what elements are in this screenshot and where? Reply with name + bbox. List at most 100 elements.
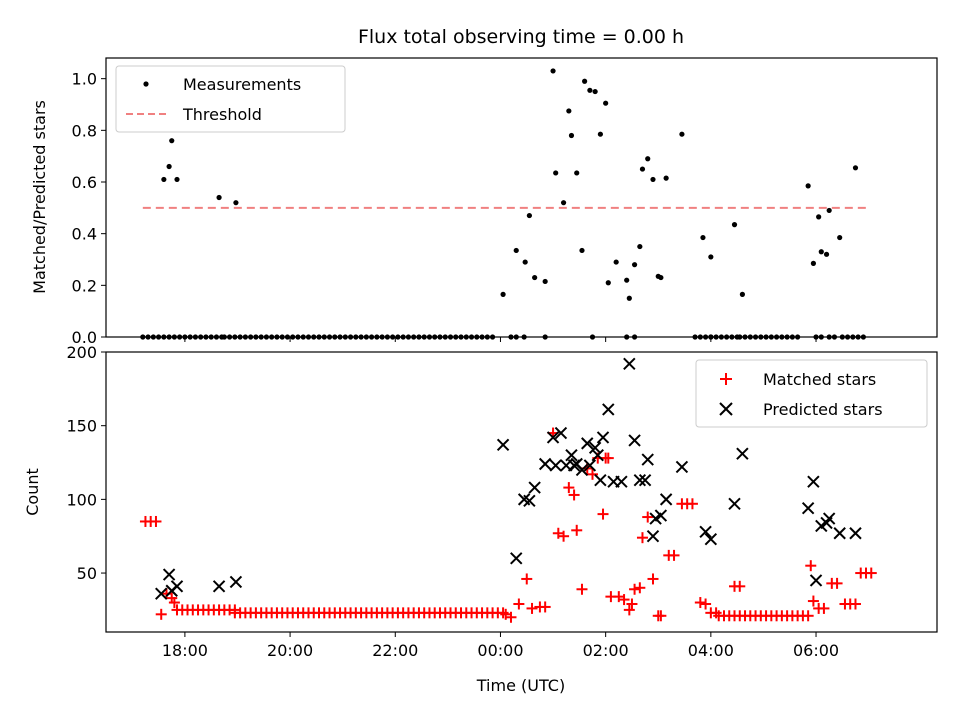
predicted-star-point (581, 437, 594, 450)
matched-star-point (849, 598, 861, 610)
matched-star-point (150, 515, 162, 527)
matched-star-point (805, 560, 817, 572)
predicted-star-point (849, 527, 862, 540)
measurement-point (805, 183, 811, 189)
measurement-point (174, 176, 180, 183)
measurement-point (166, 163, 172, 170)
matched-star-point (526, 602, 538, 614)
matched-star-point (629, 583, 641, 595)
predicted-star-point (212, 580, 226, 593)
ratio-axes-frame (105, 57, 938, 338)
predicted-star-point (602, 403, 615, 416)
predicted-star-point (596, 431, 610, 444)
count-y-tick-label: 200 (66, 343, 97, 362)
predicted-star-point (809, 574, 823, 587)
predicted-star-point (807, 475, 820, 488)
legend-threshold-label: Threshold (182, 105, 262, 124)
ratio-panel: Flux total observing time = 0.00 h 0.00.… (30, 26, 938, 347)
predicted-star-point (615, 475, 628, 488)
matched-star-point (734, 580, 746, 592)
count-legend: Matched stars Predicted stars (695, 359, 928, 428)
measurement-point (587, 87, 593, 93)
legend-predicted-label: Predicted stars (763, 400, 883, 419)
predicted-star-point (155, 587, 168, 600)
matched-star-point (668, 549, 680, 561)
matched-star-point (710, 607, 722, 619)
predicted-star-point (628, 434, 641, 447)
measurement-point (639, 166, 646, 172)
predicted-star-point (633, 474, 647, 487)
ratio-legend: Measurements Threshold (115, 65, 346, 133)
measurement-point (216, 194, 222, 201)
ratio-y-tick-label: 0.4 (72, 225, 97, 244)
count-x-tick-label: 20:00 (267, 641, 313, 660)
predicted-star-point (170, 580, 184, 593)
ratio-y-axis-label: Matched/Predicted stars (30, 100, 49, 294)
ratio-y-tick-label: 0.6 (72, 173, 97, 192)
measurement-point (816, 214, 822, 220)
measurement-point (663, 175, 669, 181)
measurement-point (597, 131, 603, 137)
predicted-star-point (654, 509, 668, 522)
measurement-point (522, 259, 528, 265)
predicted-star-point (641, 453, 654, 466)
predicted-star-point (554, 426, 568, 440)
legend-matched-label: Matched stars (763, 370, 876, 389)
count-x-tick-label: 04:00 (688, 641, 734, 660)
count-marks (139, 357, 877, 623)
matched-star-point (513, 598, 525, 610)
count-axes-frame (105, 351, 938, 633)
measurement-point (513, 247, 519, 254)
measurement-point (592, 88, 598, 95)
count-x-tick-label: 06:00 (793, 641, 839, 660)
x-axis-label: Time (UTC) (476, 676, 565, 695)
predicted-star-point (588, 441, 602, 454)
ratio-y-tick-label: 1.0 (72, 70, 97, 89)
measurement-point (739, 291, 745, 297)
predicted-star-point (583, 459, 597, 472)
measurement-point (542, 278, 548, 285)
measurement-point (731, 222, 738, 228)
measurement-point (161, 176, 167, 183)
matched-star-point (626, 598, 638, 610)
predicted-star-point (546, 431, 560, 444)
legend-measurements-marker (143, 81, 149, 87)
matched-star-point (497, 607, 509, 619)
predicted-star-point (549, 459, 562, 472)
legend-matched-marker (720, 373, 732, 385)
count-x-tick-label: 00:00 (477, 641, 523, 660)
measurement-point (837, 234, 843, 241)
matched-star-point (686, 498, 698, 510)
predicted-star-point (510, 552, 523, 565)
measurement-point (823, 251, 830, 257)
matched-star-point (623, 604, 635, 616)
predicted-star-point (162, 568, 176, 581)
matched-star-point (618, 594, 630, 606)
count-legend-box (695, 359, 928, 428)
ratio-legend-box (115, 65, 346, 133)
predicted-star-point (675, 460, 689, 474)
matched-star-point (563, 482, 575, 494)
matched-star-point (655, 610, 667, 622)
measurement-point (553, 170, 559, 176)
measurement-point (532, 274, 538, 281)
measurement-point (574, 170, 580, 176)
chart-title: Flux total observing time = 0.00 h (358, 26, 684, 48)
count-x-tick-label: 02:00 (583, 641, 629, 660)
predicted-star-point (591, 448, 604, 462)
predicted-star-point (833, 527, 846, 540)
matched-star-point (647, 573, 659, 585)
measurement-point (560, 200, 567, 206)
ratio-ticks: 0.0 0.2 0.4 0.6 0.8 1.0 (72, 70, 817, 347)
measurement-point (169, 138, 175, 144)
legend-predicted-marker (719, 402, 733, 416)
matched-star-point (597, 508, 609, 520)
measurement-point (658, 274, 664, 281)
matched-star-point (155, 608, 167, 620)
matched-star-point (521, 573, 533, 585)
measurement-point (818, 249, 824, 255)
matched-star-point (831, 577, 843, 589)
count-ticks: 18:00 20:00 22:00 00:00 02:00 04:00 06:00 50 100… (66, 343, 839, 660)
predicted-star-point (638, 474, 652, 487)
matched-star-point (558, 530, 570, 542)
